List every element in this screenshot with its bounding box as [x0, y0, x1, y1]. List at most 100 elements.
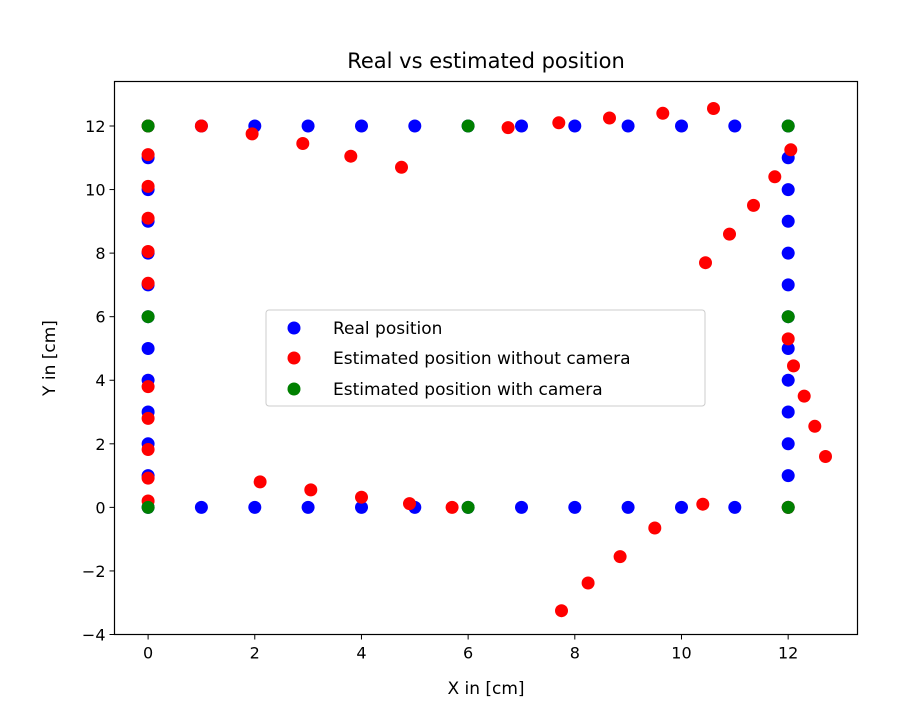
- plot-frame: [113, 80, 859, 636]
- data-point: [408, 119, 422, 133]
- y-tick-label: 0: [95, 498, 105, 517]
- x-axis-label: X in [cm]: [447, 679, 524, 699]
- data-point: [781, 405, 795, 419]
- y-tick-label: −2: [82, 562, 106, 581]
- legend: Real position Estimated position without…: [265, 309, 706, 407]
- data-point: [781, 500, 795, 514]
- data-point: [552, 116, 566, 130]
- y-axis-label: Y in [cm]: [40, 320, 60, 397]
- data-point: [194, 500, 208, 514]
- data-point: [797, 389, 811, 403]
- data-point: [787, 359, 800, 373]
- data-point: [141, 500, 155, 514]
- data-point: [194, 119, 208, 133]
- data-point: [784, 143, 798, 157]
- data-point: [781, 469, 795, 483]
- chart-title: Real vs estimated position: [347, 49, 625, 73]
- data-point: [355, 119, 368, 133]
- data-point: [141, 179, 155, 193]
- y-tick-label: 6: [95, 308, 105, 327]
- data-point: [141, 443, 155, 456]
- data-point: [301, 119, 315, 133]
- data-point: [141, 211, 155, 225]
- data-point: [581, 576, 595, 590]
- data-point: [395, 160, 408, 174]
- x-tick-label: 0: [143, 644, 153, 663]
- legend-marker-estimated-with-camera: [287, 382, 301, 396]
- legend-box: [265, 309, 706, 407]
- data-point: [445, 500, 459, 514]
- data-point: [355, 490, 368, 504]
- data-point: [781, 278, 795, 292]
- data-point: [768, 170, 782, 184]
- data-point: [515, 119, 528, 133]
- data-point: [675, 500, 688, 514]
- data-point: [781, 214, 795, 228]
- data-point: [141, 471, 155, 485]
- legend-label-estimated-without-camera: Estimated position without camera: [333, 349, 631, 369]
- data-point: [781, 373, 795, 387]
- y-tick-label: 12: [85, 117, 105, 136]
- legend-label-estimated-with-camera: Estimated position with camera: [333, 380, 603, 400]
- data-point: [696, 497, 710, 511]
- data-point: [515, 500, 528, 514]
- data-point: [461, 119, 475, 133]
- data-point: [403, 497, 416, 511]
- data-point: [461, 500, 475, 514]
- x-tick-label: 2: [250, 644, 260, 663]
- data-point: [808, 419, 822, 433]
- data-point: [819, 450, 832, 463]
- data-point: [141, 245, 155, 258]
- series-2: [141, 119, 795, 514]
- data-point: [141, 380, 155, 394]
- y-tick-label: 2: [95, 435, 105, 454]
- y-tick-label: 10: [85, 181, 105, 200]
- data-point: [501, 121, 515, 135]
- x-tick-label: 12: [778, 644, 798, 663]
- data-point: [656, 106, 670, 120]
- data-point: [603, 111, 616, 125]
- y-tick-label: −4: [82, 626, 106, 645]
- data-point: [781, 183, 795, 197]
- data-point: [141, 411, 155, 425]
- data-point: [245, 127, 259, 141]
- data-point: [304, 483, 318, 497]
- data-point: [621, 500, 635, 514]
- legend-marker-estimated-without-camera: [287, 351, 301, 365]
- data-point: [141, 119, 155, 133]
- data-point: [747, 198, 760, 212]
- plot-area: [141, 102, 832, 618]
- axis-ticks: 0 2 4 6 8 10 12 −4 −2 0 2 4 6 8 10 12: [82, 117, 798, 663]
- data-point: [355, 500, 368, 514]
- data-point: [781, 310, 795, 324]
- data-point: [301, 500, 315, 514]
- data-point: [675, 119, 688, 133]
- data-point: [248, 500, 262, 514]
- x-tick-label: 10: [671, 644, 691, 663]
- data-point: [728, 500, 742, 514]
- data-point: [728, 119, 742, 133]
- data-point: [723, 227, 736, 241]
- data-point: [344, 149, 358, 163]
- data-point: [621, 119, 635, 133]
- data-point: [781, 342, 795, 355]
- x-tick-label: 4: [356, 644, 366, 663]
- x-tick-label: 8: [570, 644, 580, 663]
- legend-marker-real: [287, 321, 301, 335]
- y-tick-label: 8: [95, 244, 105, 263]
- data-point: [699, 256, 712, 270]
- data-point: [568, 119, 582, 133]
- legend-label-real: Real position: [333, 319, 442, 339]
- data-point: [613, 550, 627, 564]
- data-point: [707, 102, 720, 115]
- data-point: [253, 475, 267, 489]
- data-point: [141, 148, 155, 162]
- data-point: [296, 137, 310, 150]
- data-point: [141, 276, 155, 290]
- data-point: [781, 332, 795, 346]
- data-point: [648, 521, 662, 535]
- data-point: [141, 310, 155, 324]
- y-tick-label: 4: [95, 371, 105, 390]
- data-point: [141, 342, 155, 355]
